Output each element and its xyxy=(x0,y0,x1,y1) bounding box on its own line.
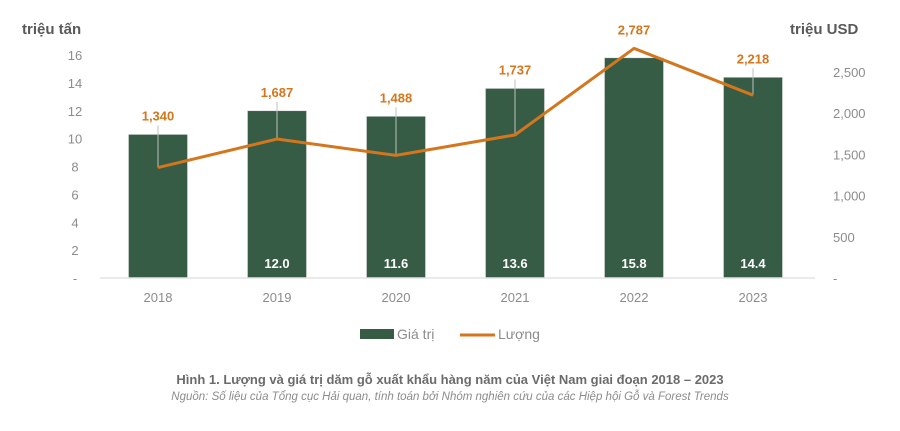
left-tick-label: 12 xyxy=(68,104,82,119)
x-tick-label: 2022 xyxy=(620,290,649,305)
x-tick-label: 2020 xyxy=(382,290,411,305)
x-tick-label: 2023 xyxy=(739,290,768,305)
left-axis-ticks: - 2 4 6 8 10 12 14 16 xyxy=(68,48,82,286)
left-tick-label: 4 xyxy=(71,215,78,230)
x-tick-label: 2018 xyxy=(144,290,173,305)
figure-caption-title: Hình 1. Lượng và giá trị dăm gỗ xuất khẩ… xyxy=(176,372,724,387)
right-axis-ticks: - 500 1,000 1,500 2,000 2,500 xyxy=(833,65,866,286)
right-tick-label: 2,000 xyxy=(833,106,866,121)
right-tick-label: 1,000 xyxy=(833,189,866,204)
line-value-label: 1,488 xyxy=(380,90,413,105)
left-axis-title: triệu tấn xyxy=(22,21,81,38)
bar-2022 xyxy=(604,57,664,279)
line-value-label: 2,787 xyxy=(618,22,651,37)
right-tick-label: 1,500 xyxy=(833,147,866,162)
right-tick-label: 500 xyxy=(833,230,855,245)
legend: Giá trị Lượng xyxy=(360,326,540,342)
line-value-label: 1,340 xyxy=(142,108,175,123)
left-tick-label: 16 xyxy=(68,48,82,63)
label-leader-lines xyxy=(157,68,754,168)
right-tick-label: - xyxy=(833,271,837,286)
line-value-label: 1,687 xyxy=(261,85,294,100)
line-data-labels: 1,340 1,687 1,488 1,737 2,787 2,218 xyxy=(142,22,770,123)
legend-label-line: Lượng xyxy=(498,326,540,342)
x-tick-label: 2021 xyxy=(501,290,530,305)
bar-2023 xyxy=(723,77,783,279)
left-tick-label: 14 xyxy=(68,76,82,91)
left-tick-label: - xyxy=(73,271,77,286)
bar-data-labels: 12.0 11.6 13.6 15.8 14.4 xyxy=(264,256,766,271)
line-value-label: 2,218 xyxy=(737,51,770,66)
left-tick-label: 2 xyxy=(71,243,78,258)
x-axis-ticks: 2018 2019 2020 2021 2022 2023 xyxy=(144,290,768,305)
line-series xyxy=(157,46,754,170)
left-tick-label: 10 xyxy=(68,132,82,147)
x-tick-label: 2019 xyxy=(263,290,292,305)
bar-value-label: 15.8 xyxy=(621,256,646,271)
left-tick-label: 6 xyxy=(71,187,78,202)
bar-series xyxy=(128,57,783,279)
legend-swatch-bar xyxy=(360,329,394,339)
left-tick-label: 8 xyxy=(71,160,78,175)
legend-label-bar: Giá trị xyxy=(397,326,434,342)
bar-value-label: 12.0 xyxy=(264,256,289,271)
bar-value-label: 13.6 xyxy=(502,256,527,271)
bar-value-label: 14.4 xyxy=(740,256,766,271)
figure-caption-source: Nguồn: Số liệu của Tổng cục Hải quan, tí… xyxy=(171,391,729,403)
line-value-label: 1,737 xyxy=(499,62,532,77)
bar-value-label: 11.6 xyxy=(384,256,409,271)
right-tick-label: 2,500 xyxy=(833,65,866,80)
right-axis-title: triệu USD xyxy=(790,21,859,38)
